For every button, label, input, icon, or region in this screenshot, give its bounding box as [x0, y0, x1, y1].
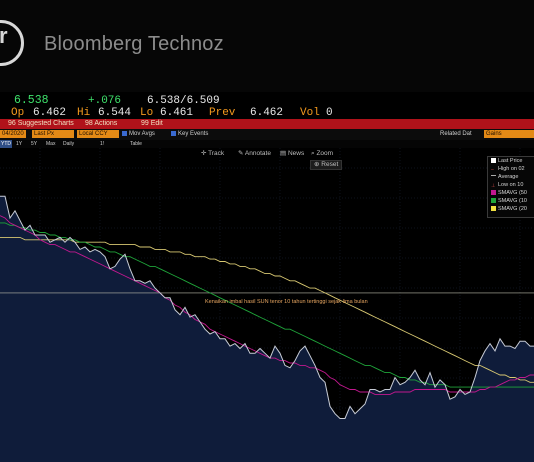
low-marker-icon: ⊥: [491, 183, 496, 189]
track-label: Track: [208, 150, 225, 157]
range-bar: YTD 1Y 5Y Max Daily 1! Table: [0, 140, 534, 148]
legend-label: SMAVG (20: [498, 206, 527, 212]
chart-legend: Last Price – High on 02 Average ⊥ Low on 1…: [487, 156, 534, 218]
tab-table[interactable]: Table: [130, 141, 142, 147]
high-marker-icon: –: [491, 167, 494, 173]
suggested-charts-button[interactable]: 96 Suggested Charts: [8, 120, 74, 127]
legend-item-average: Average: [491, 173, 518, 181]
tab-frequency[interactable]: 1!: [100, 141, 105, 147]
actions-button[interactable]: 98 Actions: [85, 120, 118, 127]
tab-daily[interactable]: Daily: [63, 141, 75, 147]
tab-ytd[interactable]: YTD: [0, 140, 12, 148]
reset-label: Reset: [321, 161, 339, 168]
open-label: Op: [11, 107, 25, 119]
tab-max[interactable]: Max: [46, 141, 56, 147]
annotate-label: Annotate: [244, 150, 271, 157]
last-price-area: [0, 196, 534, 462]
legend-item-sma100: SMAVG (10: [491, 197, 527, 205]
edit-button[interactable]: 99 Edit: [141, 120, 163, 127]
high-label: Hi: [77, 107, 91, 119]
sma100-line: [0, 222, 534, 388]
legend-swatch: [491, 206, 496, 211]
low-value: 6.461: [160, 107, 194, 119]
legend-item-last-price: Last Price: [491, 157, 522, 165]
average-marker-icon: [491, 175, 496, 176]
low-label: Lo: [140, 107, 154, 119]
prev-value: 6.462: [250, 107, 284, 119]
logo-glyph: r: [0, 23, 8, 48]
tab-1y[interactable]: 1Y: [16, 141, 23, 147]
local-ccy-select[interactable]: Local CCY: [77, 130, 119, 138]
mov-avgs-checkbox[interactable]: [122, 131, 127, 136]
last-px-select[interactable]: Last Px: [32, 130, 74, 138]
actions-bar: 96 Suggested Charts 98 Actions 99 Edit: [0, 119, 534, 129]
last-price: 6.538: [14, 94, 49, 107]
header-bar: r Bloomberg Technoz: [0, 0, 534, 92]
legend-swatch: [491, 190, 496, 195]
high-value: 6.544: [98, 107, 132, 119]
legend-swatch: [491, 198, 496, 203]
legend-label: High on 02: [498, 166, 525, 172]
reset-button[interactable]: ⊕ Reset: [310, 160, 343, 170]
last-price-line: [0, 195, 534, 419]
brand-name: Bloomberg Technoz: [44, 33, 224, 55]
related-data-select[interactable]: Gains: [484, 130, 534, 138]
bid-ask: 6.538/6.509: [147, 95, 220, 107]
tab-5y[interactable]: 5Y: [31, 141, 38, 147]
legend-label: Average: [498, 174, 519, 180]
legend-item-sma200: SMAVG (20: [491, 205, 527, 213]
legend-item-sma50: SMAVG (50: [491, 189, 527, 197]
legend-swatch: [491, 158, 496, 163]
legend-label: SMAVG (10: [498, 198, 527, 204]
track-tool[interactable]: ✛ Track: [201, 150, 225, 157]
legend-item-low: ⊥ Low on 10: [491, 181, 523, 189]
price-chart[interactable]: ✛ Track ✎ Annotate ▤ News ⌕ Zoom ⊕ Reset: [0, 148, 534, 462]
options-bar: 04/2020 Last Px Local CCY Mov Avgs Key E…: [0, 129, 534, 140]
volume-label: Vol: [300, 107, 320, 119]
news-tool[interactable]: ▤ News: [280, 150, 305, 157]
price-chart-svg: [0, 148, 534, 462]
zoom-tool[interactable]: ⌕ Zoom: [311, 150, 334, 157]
legend-item-high: – High on 02: [491, 165, 525, 173]
news-label: News: [287, 150, 305, 157]
sma50-line: [0, 215, 534, 395]
legend-label: SMAVG (50: [498, 190, 527, 196]
key-events-label: Key Events: [178, 131, 209, 137]
annotate-tool[interactable]: ✎ Annotate: [238, 150, 271, 157]
key-events-checkbox[interactable]: [171, 131, 176, 136]
volume-value: 0: [326, 107, 333, 119]
price-change: +.076: [88, 95, 122, 107]
chart-annotation: Kenaikan imbal hasil SUN tenor 10 tahun …: [205, 299, 368, 305]
open-value: 6.462: [33, 107, 67, 119]
legend-label: Last Price: [498, 158, 523, 164]
prev-label: Prev: [209, 107, 236, 119]
date-field[interactable]: 04/2020: [0, 130, 26, 138]
mov-avgs-label: Mov Avgs: [129, 131, 155, 137]
zoom-label: Zoom: [316, 150, 334, 157]
legend-label: Low on 10: [498, 182, 524, 188]
sma200-line: [0, 236, 534, 383]
related-dat-label: Related Dat: [440, 131, 472, 137]
